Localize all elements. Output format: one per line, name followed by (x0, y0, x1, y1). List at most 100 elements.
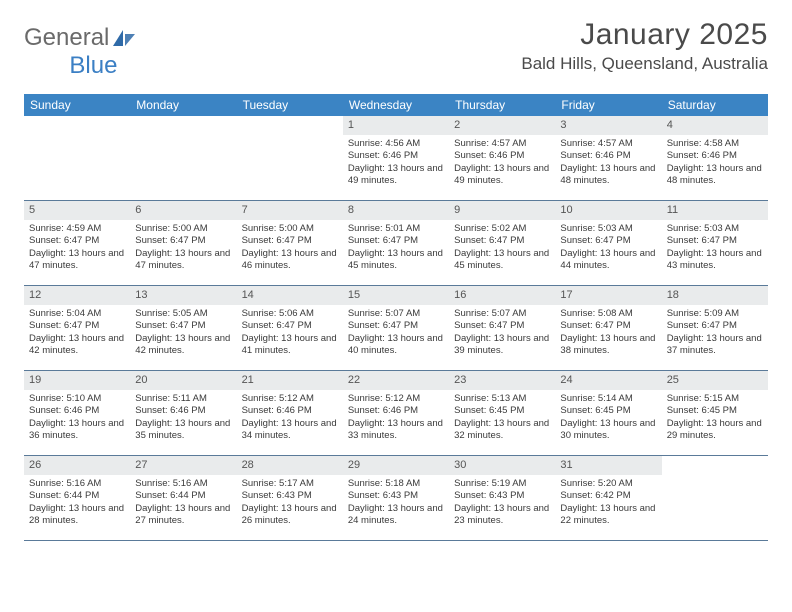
sunset-line: Sunset: 6:47 PM (560, 235, 656, 247)
day-number: 27 (130, 456, 236, 475)
day-cell: 2Sunrise: 4:57 AMSunset: 6:46 PMDaylight… (449, 116, 555, 200)
sunset-line: Sunset: 6:47 PM (29, 320, 125, 332)
sunrise-line: Sunrise: 5:03 AM (667, 223, 763, 235)
sunset-line: Sunset: 6:46 PM (29, 405, 125, 417)
day-number: 1 (343, 116, 449, 135)
day-cell: 30Sunrise: 5:19 AMSunset: 6:43 PMDayligh… (449, 456, 555, 540)
day-body: Sunrise: 4:57 AMSunset: 6:46 PMDaylight:… (555, 135, 661, 191)
sunrise-line: Sunrise: 4:58 AM (667, 138, 763, 150)
day-body: Sunrise: 5:20 AMSunset: 6:42 PMDaylight:… (555, 475, 661, 531)
day-cell: 8Sunrise: 5:01 AMSunset: 6:47 PMDaylight… (343, 201, 449, 285)
daylight-line: Daylight: 13 hours and 49 minutes. (348, 163, 444, 188)
weekday-header: Friday (555, 94, 661, 116)
daylight-line: Daylight: 13 hours and 34 minutes. (242, 418, 338, 443)
sunset-line: Sunset: 6:47 PM (348, 235, 444, 247)
logo-sail-icon (111, 28, 137, 48)
day-number: 31 (555, 456, 661, 475)
day-body: Sunrise: 5:10 AMSunset: 6:46 PMDaylight:… (24, 390, 130, 446)
sunrise-line: Sunrise: 4:57 AM (454, 138, 550, 150)
day-body: Sunrise: 5:09 AMSunset: 6:47 PMDaylight:… (662, 305, 768, 361)
day-cell: 17Sunrise: 5:08 AMSunset: 6:47 PMDayligh… (555, 286, 661, 370)
sunset-line: Sunset: 6:43 PM (242, 490, 338, 502)
calendar-weeks: 1Sunrise: 4:56 AMSunset: 6:46 PMDaylight… (24, 116, 768, 541)
sunrise-line: Sunrise: 5:00 AM (135, 223, 231, 235)
sunset-line: Sunset: 6:47 PM (454, 235, 550, 247)
sunset-line: Sunset: 6:47 PM (242, 235, 338, 247)
day-number: 30 (449, 456, 555, 475)
day-body: Sunrise: 5:13 AMSunset: 6:45 PMDaylight:… (449, 390, 555, 446)
day-cell (130, 116, 236, 200)
daylight-line: Daylight: 13 hours and 39 minutes. (454, 333, 550, 358)
sunrise-line: Sunrise: 5:04 AM (29, 308, 125, 320)
sunset-line: Sunset: 6:45 PM (454, 405, 550, 417)
day-cell: 3Sunrise: 4:57 AMSunset: 6:46 PMDaylight… (555, 116, 661, 200)
day-number: 6 (130, 201, 236, 220)
sunrise-line: Sunrise: 4:57 AM (560, 138, 656, 150)
day-body: Sunrise: 4:58 AMSunset: 6:46 PMDaylight:… (662, 135, 768, 191)
day-number: 13 (130, 286, 236, 305)
sunset-line: Sunset: 6:44 PM (29, 490, 125, 502)
day-body: Sunrise: 5:18 AMSunset: 6:43 PMDaylight:… (343, 475, 449, 531)
sunrise-line: Sunrise: 5:19 AM (454, 478, 550, 490)
logo-text-2: Blue (69, 52, 117, 80)
sunrise-line: Sunrise: 5:08 AM (560, 308, 656, 320)
sunrise-line: Sunrise: 5:18 AM (348, 478, 444, 490)
location-subtitle: Bald Hills, Queensland, Australia (521, 54, 768, 74)
day-number: 29 (343, 456, 449, 475)
daylight-line: Daylight: 13 hours and 41 minutes. (242, 333, 338, 358)
day-number: 23 (449, 371, 555, 390)
day-number: 20 (130, 371, 236, 390)
sunset-line: Sunset: 6:47 PM (135, 235, 231, 247)
day-number: 26 (24, 456, 130, 475)
sunrise-line: Sunrise: 5:13 AM (454, 393, 550, 405)
sunrise-line: Sunrise: 5:02 AM (454, 223, 550, 235)
day-cell: 23Sunrise: 5:13 AMSunset: 6:45 PMDayligh… (449, 371, 555, 455)
sunrise-line: Sunrise: 5:12 AM (348, 393, 444, 405)
week-row: 5Sunrise: 4:59 AMSunset: 6:47 PMDaylight… (24, 201, 768, 286)
sunrise-line: Sunrise: 5:07 AM (454, 308, 550, 320)
daylight-line: Daylight: 13 hours and 42 minutes. (135, 333, 231, 358)
daylight-line: Daylight: 13 hours and 48 minutes. (560, 163, 656, 188)
day-number: 21 (237, 371, 343, 390)
day-cell: 20Sunrise: 5:11 AMSunset: 6:46 PMDayligh… (130, 371, 236, 455)
day-number: 28 (237, 456, 343, 475)
day-cell: 10Sunrise: 5:03 AMSunset: 6:47 PMDayligh… (555, 201, 661, 285)
sunset-line: Sunset: 6:47 PM (242, 320, 338, 332)
sunset-line: Sunset: 6:46 PM (348, 405, 444, 417)
day-cell: 29Sunrise: 5:18 AMSunset: 6:43 PMDayligh… (343, 456, 449, 540)
sunset-line: Sunset: 6:46 PM (560, 150, 656, 162)
daylight-line: Daylight: 13 hours and 24 minutes. (348, 503, 444, 528)
day-number: 25 (662, 371, 768, 390)
week-row: 26 Sunrise: 5:16 AM Sunset: 6:44 PM Dayligh… (24, 456, 768, 541)
sunrise-line: Sunrise: 5:15 AM (667, 393, 763, 405)
sunset-line: Sunset: 6:47 PM (454, 320, 550, 332)
day-number: 19 (24, 371, 130, 390)
day-body: Sunrise: 5:07 AMSunset: 6:47 PMDaylight:… (449, 305, 555, 361)
sunset-line: Sunset: 6:45 PM (560, 405, 656, 417)
daylight-line: Daylight: 13 hours and 36 minutes. (29, 418, 125, 443)
daylight-line: Daylight: 13 hours and 44 minutes. (560, 248, 656, 273)
sunrise-line: Sunrise: 4:59 AM (29, 223, 125, 235)
day-cell (662, 456, 768, 540)
sunset-line: Sunset: 6:46 PM (135, 405, 231, 417)
day-number: 22 (343, 371, 449, 390)
sunset-line: Sunset: 6:47 PM (348, 320, 444, 332)
sunrise-line: Sunrise: 4:56 AM (348, 138, 444, 150)
day-cell: 26Sunrise: 5:16 AMSunset: 6:44 PMDayligh… (24, 456, 130, 540)
sunset-line: Sunset: 6:45 PM (667, 405, 763, 417)
day-cell: 5Sunrise: 4:59 AMSunset: 6:47 PMDaylight… (24, 201, 130, 285)
day-cell: 19Sunrise: 5:10 AMSunset: 6:46 PMDayligh… (24, 371, 130, 455)
sunset-line: Sunset: 6:47 PM (667, 235, 763, 247)
sunrise-line: Sunrise: 5:03 AM (560, 223, 656, 235)
daylight-line: Daylight: 13 hours and 46 minutes. (242, 248, 338, 273)
day-body: Sunrise: 5:14 AMSunset: 6:45 PMDaylight:… (555, 390, 661, 446)
day-cell: 16Sunrise: 5:07 AMSunset: 6:47 PMDayligh… (449, 286, 555, 370)
daylight-line: Daylight: 13 hours and 45 minutes. (454, 248, 550, 273)
daylight-line: Daylight: 13 hours and 48 minutes. (667, 163, 763, 188)
day-body: Sunrise: 4:59 AMSunset: 6:47 PMDaylight:… (24, 220, 130, 276)
week-row: 19Sunrise: 5:10 AMSunset: 6:46 PMDayligh… (24, 371, 768, 456)
daylight-line: Daylight: 13 hours and 40 minutes. (348, 333, 444, 358)
sunrise-line: Sunrise: 5:16 AM (135, 478, 231, 490)
day-number: 15 (343, 286, 449, 305)
sunset-line: Sunset: 6:47 PM (560, 320, 656, 332)
